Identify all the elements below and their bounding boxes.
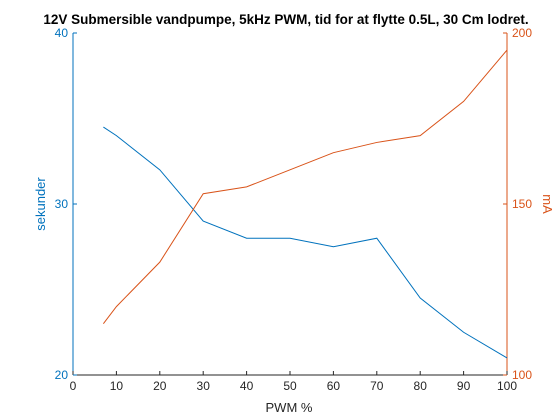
- y-right-tick-label: 150: [512, 197, 532, 211]
- series-line-ma: [102, 49, 508, 325]
- x-tick-label: 80: [414, 379, 428, 393]
- series-line-sekunder: [103, 126, 508, 359]
- y-axis-label-left: sekunder: [33, 177, 48, 231]
- x-tick-label: 60: [327, 379, 341, 393]
- x-tick-label: 100: [497, 379, 517, 393]
- axes-layer: 0 10 20 30 40 50 60 70 80 90 100 20 30 40 100 150 200: [55, 26, 533, 393]
- y-right-tick-label: 200: [512, 26, 532, 40]
- y-right-tick-label: 100: [512, 368, 532, 382]
- x-tick-label: 10: [110, 379, 124, 393]
- chart-title: 12V Submersible vandpumpe, 5kHz PWM, tid…: [43, 12, 528, 27]
- x-tick-label: 50: [283, 379, 297, 393]
- y-left-tick-label: 40: [55, 26, 69, 40]
- x-tick-label: 40: [240, 379, 254, 393]
- series-layer: [102, 49, 508, 359]
- y-axis-label-right: mA: [540, 194, 555, 214]
- x-tick-label: 20: [153, 379, 167, 393]
- x-tick-label: 70: [370, 379, 384, 393]
- x-axis-label: PWM %: [266, 400, 313, 415]
- y-left-tick-label: 20: [55, 368, 69, 382]
- y-left-tick-label: 30: [55, 197, 69, 211]
- x-tick-label: 90: [457, 379, 471, 393]
- x-tick-label: 0: [70, 379, 77, 393]
- x-tick-label: 30: [197, 379, 211, 393]
